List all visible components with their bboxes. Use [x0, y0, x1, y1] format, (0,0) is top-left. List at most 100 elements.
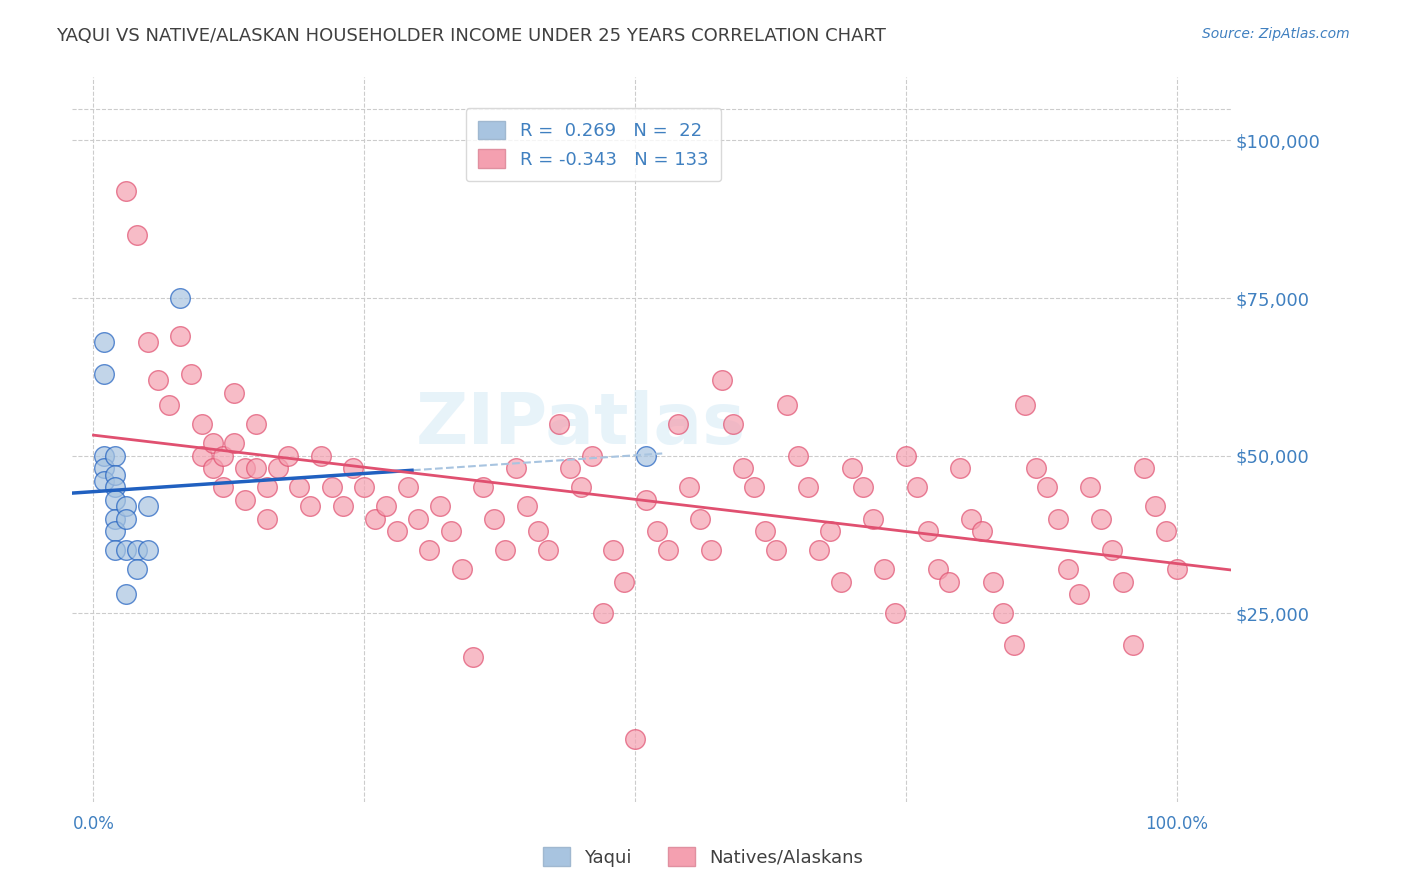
Point [786, 449, 808, 463]
Point [776, 398, 799, 412]
Point [1002, 638, 1025, 652]
Point [830, 574, 852, 589]
Point [624, 732, 647, 747]
Point [332, 499, 354, 513]
Text: 100.0%: 100.0% [1146, 815, 1208, 833]
Point [104, 524, 127, 539]
Point [808, 543, 831, 558]
Point [841, 461, 863, 475]
Point [342, 461, 364, 475]
Point [873, 562, 896, 576]
Point [678, 480, 700, 494]
Point [125, 543, 148, 558]
Point [93, 367, 115, 381]
Point [862, 512, 884, 526]
Legend: R =  0.269   N =  22, R = -0.343   N = 133: R = 0.269 N = 22, R = -0.343 N = 133 [465, 108, 721, 181]
Point [169, 291, 191, 305]
Point [548, 417, 571, 432]
Point [1154, 524, 1177, 539]
Point [494, 543, 516, 558]
Text: ZIPatlas: ZIPatlas [416, 390, 747, 458]
Point [418, 543, 440, 558]
Point [1144, 499, 1167, 513]
Point [710, 373, 733, 387]
Point [224, 385, 246, 400]
Point [657, 543, 679, 558]
Point [689, 512, 711, 526]
Point [569, 480, 592, 494]
Point [917, 524, 939, 539]
Point [1014, 398, 1036, 412]
Point [169, 329, 191, 343]
Point [1111, 574, 1133, 589]
Point [245, 417, 267, 432]
Point [201, 436, 224, 450]
Point [1025, 461, 1047, 475]
Point [721, 417, 744, 432]
Point [970, 524, 993, 539]
Point [245, 461, 267, 475]
Point [321, 480, 343, 494]
Point [440, 524, 463, 539]
Point [949, 461, 972, 475]
Point [104, 512, 127, 526]
Point [884, 607, 907, 621]
Point [742, 480, 765, 494]
Point [526, 524, 548, 539]
Point [212, 449, 235, 463]
Text: 0.0%: 0.0% [73, 815, 114, 833]
Point [484, 512, 506, 526]
Point [472, 480, 495, 494]
Point [233, 492, 256, 507]
Point [797, 480, 820, 494]
Point [396, 480, 419, 494]
Point [256, 512, 278, 526]
Point [818, 524, 841, 539]
Point [125, 228, 148, 243]
Point [993, 607, 1015, 621]
Point [700, 543, 723, 558]
Point [634, 449, 657, 463]
Point [93, 449, 115, 463]
Point [505, 461, 527, 475]
Point [1057, 562, 1080, 576]
Point [1101, 543, 1123, 558]
Point [266, 461, 288, 475]
Point [93, 474, 115, 488]
Point [1133, 461, 1156, 475]
Point [1036, 480, 1059, 494]
Point [560, 461, 582, 475]
Point [581, 449, 603, 463]
Point [1069, 587, 1091, 601]
Point [602, 543, 624, 558]
Point [93, 335, 115, 350]
Point [180, 367, 202, 381]
Point [115, 184, 138, 198]
Point [104, 480, 127, 494]
Point [288, 480, 311, 494]
Point [299, 499, 322, 513]
Point [537, 543, 560, 558]
Point [125, 562, 148, 576]
Point [136, 335, 159, 350]
Legend: Yaqui, Natives/Alaskans: Yaqui, Natives/Alaskans [536, 840, 870, 874]
Point [408, 512, 430, 526]
Point [765, 543, 787, 558]
Point [1166, 562, 1188, 576]
Point [1078, 480, 1101, 494]
Point [136, 499, 159, 513]
Point [1122, 638, 1144, 652]
Point [852, 480, 875, 494]
Point [613, 574, 636, 589]
Point [104, 449, 127, 463]
Text: YAQUI VS NATIVE/ALASKAN HOUSEHOLDER INCOME UNDER 25 YEARS CORRELATION CHART: YAQUI VS NATIVE/ALASKAN HOUSEHOLDER INCO… [56, 27, 886, 45]
Point [668, 417, 690, 432]
Point [960, 512, 983, 526]
Point [938, 574, 960, 589]
Point [136, 543, 159, 558]
Point [233, 461, 256, 475]
Point [592, 607, 614, 621]
Point [981, 574, 1004, 589]
Point [634, 492, 657, 507]
Point [104, 492, 127, 507]
